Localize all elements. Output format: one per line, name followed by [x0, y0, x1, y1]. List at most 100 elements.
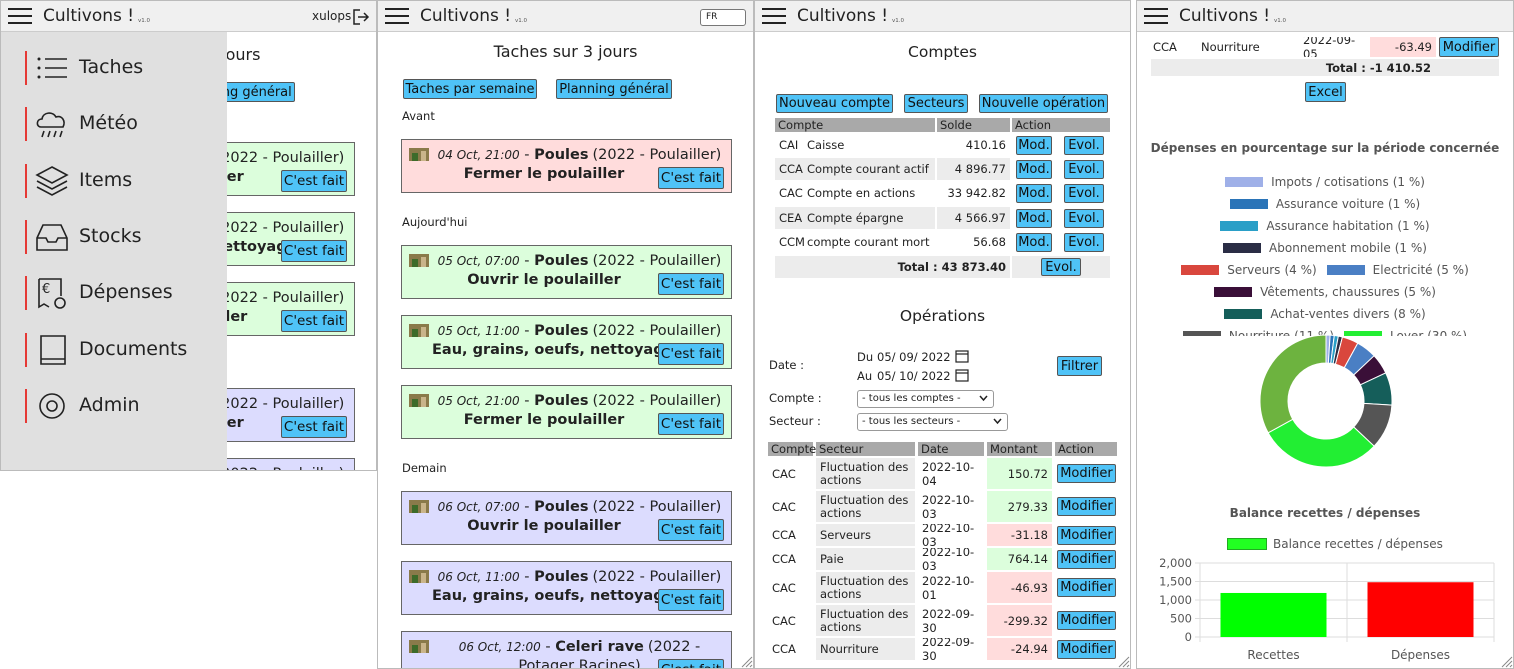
evolution-button[interactable]: Evol.	[1064, 232, 1104, 252]
filter-button[interactable]: Filtrer	[1057, 356, 1102, 376]
menu-toggle[interactable]	[761, 7, 787, 27]
expense-date: 2022-09-05	[1303, 37, 1356, 57]
done-button[interactable]: C'est fait	[658, 659, 724, 668]
icon-fg	[412, 505, 418, 513]
select-box[interactable]: - tous les comptes -	[857, 390, 994, 408]
language-select[interactable]: FR	[700, 9, 746, 26]
new-operation-button[interactable]: Nouvelle opération	[979, 94, 1108, 113]
menu-item[interactable]: Admin	[79, 393, 140, 416]
new-account-button[interactable]: Nouveau compte	[776, 94, 893, 113]
legend-item: Balance recettes / dépenses	[1227, 537, 1443, 551]
modify-button[interactable]: Modifier	[1057, 464, 1116, 483]
select-box[interactable]: - tous les secteurs -	[857, 413, 1008, 431]
excel-button[interactable]: Excel	[1305, 82, 1346, 102]
separator: -	[519, 393, 535, 409]
y-tick-label: 1,000	[1159, 593, 1192, 607]
bar	[1220, 592, 1327, 637]
task-name: Poules	[534, 253, 589, 269]
modify-button[interactable]: Modifier	[1057, 497, 1116, 516]
task-icon	[409, 254, 429, 267]
evolution-button[interactable]: Evol.	[1064, 136, 1104, 155]
sectors-button[interactable]: Secteurs	[904, 94, 968, 113]
account-balance: 410.16	[937, 134, 1010, 156]
menu-marker	[25, 163, 27, 198]
done-button[interactable]: C'est fait	[658, 273, 724, 295]
legend-item: Electricité (5 %)	[1326, 259, 1469, 281]
modify-button[interactable]: Modifier	[1057, 549, 1116, 569]
account-code: CAC	[779, 186, 803, 201]
table-header: Montant	[987, 442, 1052, 456]
menu-toggle[interactable]	[7, 7, 33, 27]
week-button[interactable]: Taches par semaine	[403, 79, 537, 99]
y-tick-label: 2,000	[1159, 556, 1192, 570]
operation-account: CAC	[772, 499, 796, 514]
operation-amount: -46.93	[987, 572, 1052, 603]
account-code: CEA	[779, 210, 803, 225]
rain	[41, 131, 63, 138]
legend-swatch	[1229, 199, 1268, 209]
planning-button[interactable]: Planning général	[556, 79, 672, 99]
date-input[interactable]: 05/ 10/ 2022	[877, 369, 951, 383]
app-title: Cultivons !	[43, 6, 135, 26]
done-button[interactable]: C'est fait	[658, 167, 724, 189]
modify-button[interactable]: Mod.	[1016, 184, 1052, 204]
operation-date: 2022-09-30	[922, 606, 975, 635]
menu-item[interactable]: Documents	[79, 337, 188, 360]
modify-button[interactable]: Mod.	[1016, 232, 1052, 252]
account-name: Compte courant actif	[807, 162, 929, 177]
menu-item[interactable]: Taches	[79, 56, 144, 78]
task-card: 05 Oct, 21:00 - Poules(2022 - Poulailler…	[401, 385, 732, 439]
operation-date: 2022-10-01	[922, 573, 975, 602]
evolution-button[interactable]: Evol.	[1064, 160, 1104, 180]
done-button[interactable]: C'est fait	[658, 343, 724, 365]
evolution-button[interactable]: Evol.	[1041, 258, 1081, 276]
legend-swatch	[1227, 538, 1267, 550]
done-button[interactable]: C'est fait	[658, 519, 724, 541]
menu-item[interactable]: Dépenses	[79, 281, 173, 304]
legend-label: Serveurs	[1227, 263, 1281, 277]
app-version: v1.0	[1274, 18, 1287, 24]
menu-toggle[interactable]	[1143, 7, 1169, 27]
done-button[interactable]: C'est fait	[281, 240, 347, 262]
receipt	[38, 278, 62, 309]
modify-button[interactable]: Mod.	[1016, 136, 1052, 155]
modify-button[interactable]: Modifier	[1057, 611, 1116, 630]
table-header: Action	[1012, 118, 1110, 132]
gear	[39, 392, 65, 419]
task-icon	[409, 570, 429, 583]
operation-sector: Fluctuation des actions	[816, 605, 915, 636]
done-button[interactable]: C'est fait	[658, 413, 724, 435]
menu-toggle[interactable]	[384, 7, 410, 27]
modify-button[interactable]: Mod.	[1016, 160, 1052, 180]
done-button[interactable]: C'est fait	[281, 310, 347, 332]
logout-icon[interactable]	[353, 9, 370, 25]
date-input[interactable]: 05/ 09/ 2022	[877, 350, 951, 364]
menu-item[interactable]: Stocks	[79, 224, 142, 247]
done-button[interactable]: C'est fait	[658, 589, 724, 611]
done-button[interactable]: C'est fait	[281, 170, 347, 192]
legend-value: (1 %)	[1387, 197, 1421, 211]
operation-amount: -31.18	[987, 524, 1052, 546]
side-menu: Taches Météo Items Stocks € Dépenses Documents…	[1, 32, 227, 470]
operation-date: 2022-10-04	[922, 459, 975, 488]
evolution-button[interactable]: Evol.	[1064, 208, 1104, 228]
modify-button[interactable]: Mod.	[1016, 208, 1052, 228]
group-label: Avant	[402, 109, 435, 123]
date-label: Date :	[769, 358, 805, 372]
modify-button[interactable]: Modifier	[1057, 525, 1116, 545]
evolution-button[interactable]: Evol.	[1064, 184, 1104, 204]
done-button[interactable]: C'est fait	[281, 416, 347, 438]
doughnut-chart	[1259, 334, 1393, 468]
legend-value: (5 %)	[1403, 285, 1436, 299]
legend-label: Balance recettes / dépenses	[1273, 537, 1443, 551]
operation-sector: Fluctuation des actions	[816, 491, 915, 522]
task-time: 06 Oct, 07:00	[437, 500, 520, 514]
menu-item[interactable]: Météo	[79, 112, 138, 135]
modify-button[interactable]: Modifier	[1057, 578, 1116, 597]
icon-fg	[421, 573, 426, 583]
modify-button[interactable]: Modifier	[1439, 37, 1499, 57]
menu-item[interactable]: Items	[79, 168, 133, 191]
task-icon	[409, 640, 429, 653]
modify-button[interactable]: Modifier	[1057, 639, 1116, 659]
y-tick-label: 0	[1185, 630, 1192, 644]
